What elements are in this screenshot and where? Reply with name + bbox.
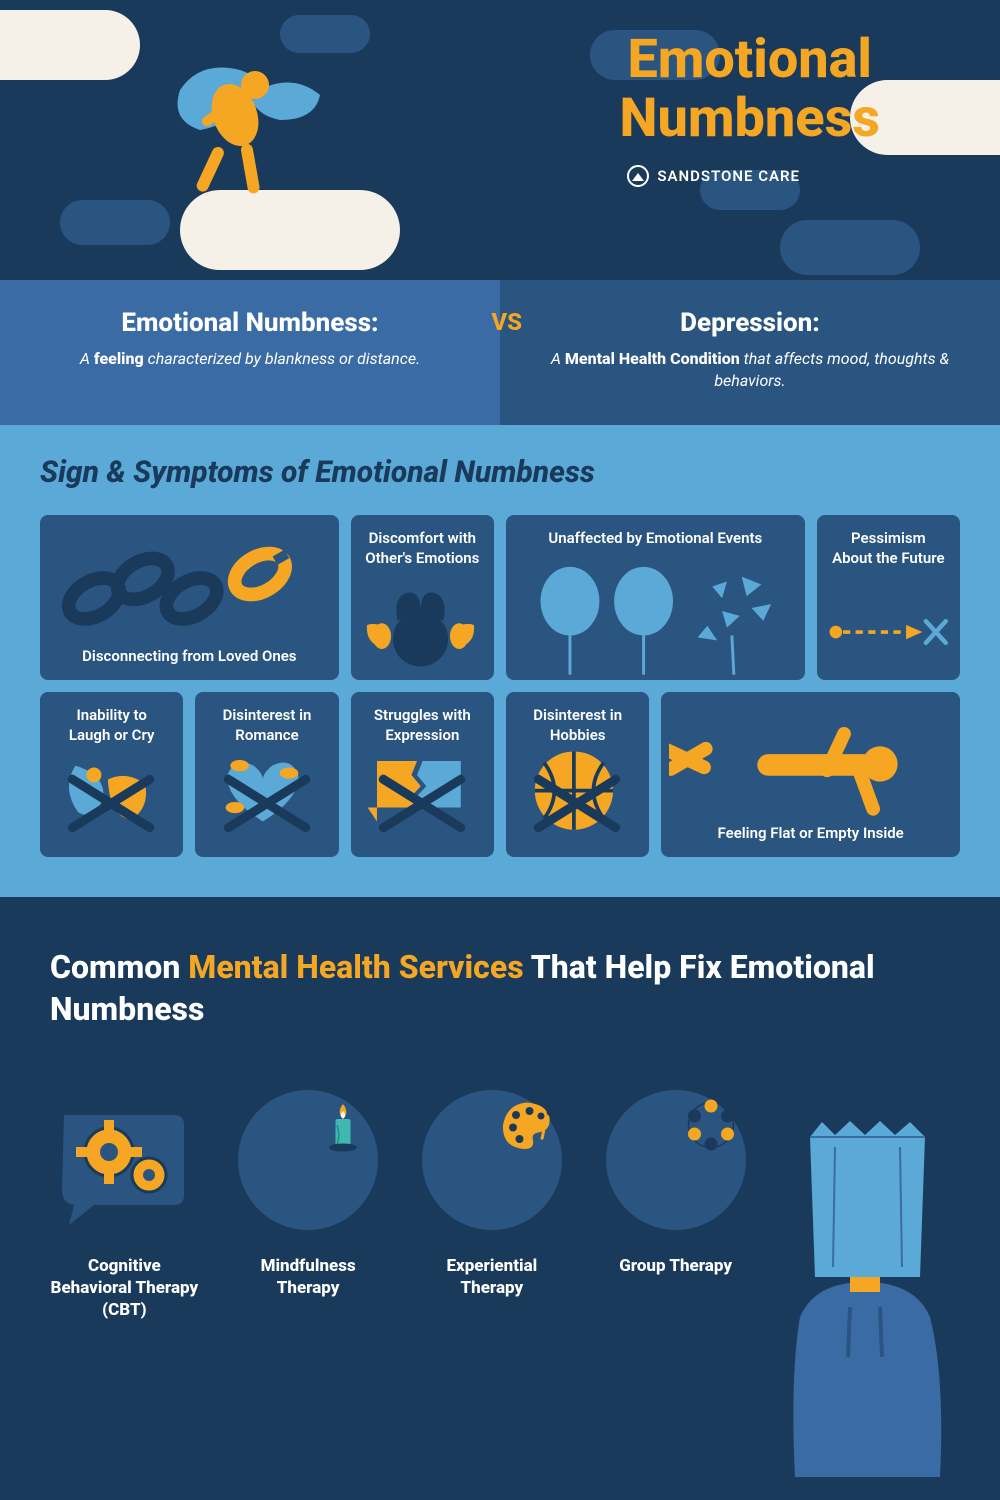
service-item: Experiential Therapy [418,1090,567,1321]
symptoms-section: Sign & Symptoms of Emotional Numbness Di… [0,425,1000,897]
service-label: Experiential Therapy [418,1255,567,1299]
service-item: Group Therapy [601,1090,750,1321]
cloud-decoration [280,15,370,53]
symptom-label: Unaffected by Emotional Events [520,529,791,549]
service-item: Mindfulness Therapy [234,1090,383,1321]
cloud-decoration [60,200,170,245]
infographic-root: Emotional Numbness SANDSTONE CARE Emotio… [0,0,1000,1500]
symptoms-grid: Disconnecting from Loved Ones Discomfort … [40,515,960,857]
symptom-label: Disconnecting from Loved Ones [54,647,325,667]
brand-mountain-icon [627,165,649,187]
cloud-decoration [180,190,400,270]
symptom-label: Pessimism About the Future [831,529,946,568]
symptom-card: Unaffected by Emotional Events [506,515,805,680]
symptom-label: Disinterest in Hobbies [520,706,635,745]
symptom-label: Discomfort with Other's Emotions [365,529,480,568]
symptom-label: Disinterest in Romance [209,706,324,745]
symptoms-title: Sign & Symptoms of Emotional Numbness [40,455,960,490]
service-label: Group Therapy [601,1255,750,1277]
symptom-label: Struggles with Expression [365,706,480,745]
group-circles-icon [606,1090,746,1230]
services-row: Cognitive Behavioral Therapy (CBT) Mindf… [50,1090,750,1321]
comparison-right-desc: A Mental Health Condition that affects m… [540,348,960,393]
comparison-left-panel: Emotional Numbness: A feeling characteri… [0,280,500,425]
symptom-card: Inability to Laugh or Cry [40,692,183,857]
palette-icon [422,1090,562,1230]
brand-name: SANDSTONE CARE [657,167,800,185]
symptom-card: Pessimism About the Future [817,515,960,680]
service-label: Mindfulness Therapy [234,1255,383,1299]
service-label: Cognitive Behavioral Therapy (CBT) [50,1255,199,1321]
candle-icon [238,1090,378,1230]
page-title: Emotional Numbness [619,30,880,149]
cloud-decoration [780,220,920,275]
symptom-card: Feeling Flat or Empty Inside [661,692,960,857]
comparison-right-title: Depression: [540,308,960,338]
comparison-right-panel: Depression: A Mental Health Condition th… [500,280,1000,425]
comparison-section: Emotional Numbness: A feeling characteri… [0,280,1000,425]
vs-label: VS [491,308,522,336]
header-section: Emotional Numbness SANDSTONE CARE [0,0,1000,280]
symptom-card: Discomfort with Other's Emotions [351,515,494,680]
service-item: Cognitive Behavioral Therapy (CBT) [50,1090,199,1321]
symptom-card: Disconnecting from Loved Ones [40,515,339,680]
title-line-1: Emotional [619,30,880,89]
brand-badge: SANDSTONE CARE [627,165,800,187]
symptom-card: Struggles with Expression [351,692,494,857]
services-title: Common Mental Health Services That Help … [50,947,950,1030]
cloud-decoration [0,10,140,80]
symptom-label: Feeling Flat or Empty Inside [675,824,946,844]
symptom-card: Disinterest in Romance [195,692,338,857]
bag-head-figure-icon [740,1097,980,1477]
services-section: Common Mental Health Services That Help … [0,897,1000,1477]
gears-icon [54,1090,194,1230]
comparison-left-title: Emotional Numbness: [40,308,460,338]
comparison-left-desc: A feeling characterized by blankness or … [40,348,460,370]
title-line-2: Numbness [619,89,880,148]
symptom-label: Inability to Laugh or Cry [54,706,169,745]
floating-person-icon [140,50,340,200]
symptom-card: Disinterest in Hobbies [506,692,649,857]
